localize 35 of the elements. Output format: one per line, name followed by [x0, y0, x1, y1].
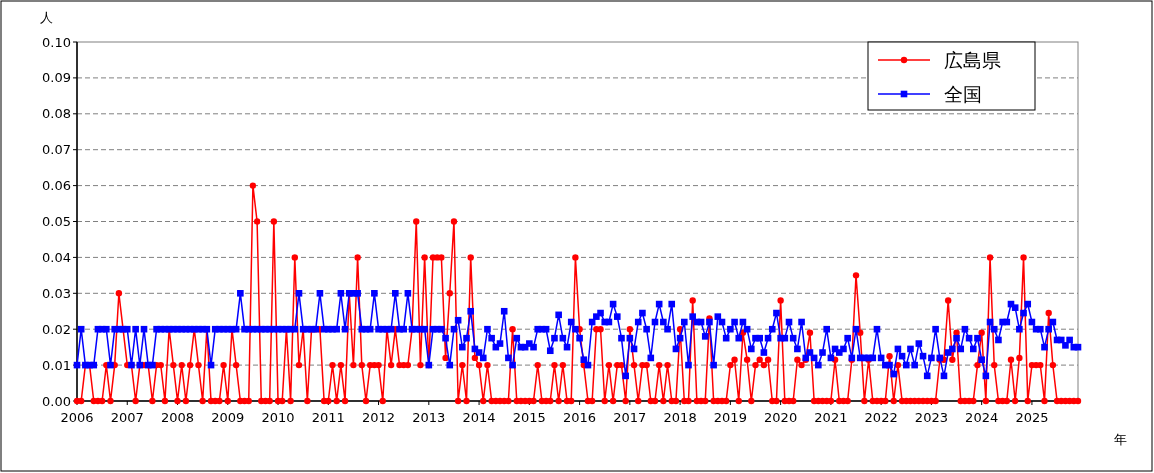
- x-tick-label: 2021: [814, 410, 848, 425]
- y-tick-label: 0.00: [42, 393, 71, 409]
- x-tick-label: 2025: [1015, 410, 1049, 425]
- x-tick-label: 2013: [412, 410, 446, 425]
- y-tick-label: 0.04: [42, 249, 71, 265]
- x-tick-label: 2007: [110, 410, 144, 425]
- x-tick-label: 2016: [563, 410, 597, 425]
- x-tick-label: 2019: [713, 410, 747, 425]
- y-tick-label: 0.06: [42, 178, 71, 194]
- x-tick-label: 2011: [311, 410, 345, 425]
- legend-label: 広島県: [944, 49, 1001, 71]
- y-tick-label: 0.08: [42, 106, 71, 122]
- x-tick-label: 2010: [261, 410, 295, 425]
- x-tick-label: 2022: [864, 410, 898, 425]
- y-tick-label: 0.09: [42, 70, 71, 86]
- x-tick-label: 2012: [362, 410, 396, 425]
- x-tick-label: 2009: [211, 410, 245, 425]
- x-tick-label: 2017: [613, 410, 647, 425]
- x-tick-label: 2023: [914, 410, 948, 425]
- y-tick-label: 0.01: [42, 357, 71, 373]
- y-tick-label: 0.07: [42, 142, 71, 158]
- y-tick-label: 0.05: [42, 214, 71, 229]
- y-tick-label: 0.03: [42, 285, 71, 301]
- x-tick-label: 2014: [462, 410, 496, 425]
- legend-label: 全国: [944, 83, 982, 105]
- x-tick-label: 2006: [60, 410, 94, 425]
- x-tick-label: 2024: [965, 410, 999, 425]
- y-tick-label: 0.02: [42, 321, 71, 337]
- x-tick-label: 2020: [764, 410, 798, 425]
- y-axis-title: 人: [39, 10, 53, 25]
- y-tick-label: 0.10: [42, 34, 71, 50]
- x-tick-label: 2008: [160, 410, 195, 425]
- x-axis-title: 年: [1113, 432, 1127, 447]
- x-tick-label: 2015: [512, 410, 546, 425]
- x-tick-label: 2018: [663, 410, 697, 425]
